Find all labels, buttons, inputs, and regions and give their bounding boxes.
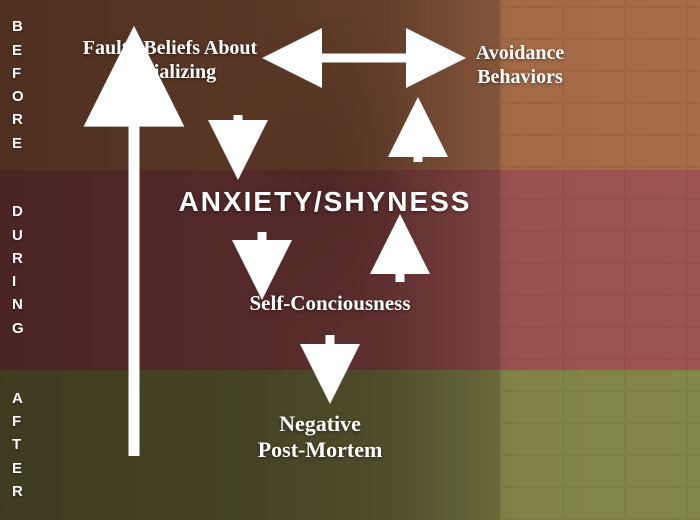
node-faulty-beliefs: Faulty Beliefs About Socializing [50,36,290,84]
phase-label-before: BEFORE [12,15,28,155]
phase-label-during: DURING [12,200,28,340]
node-avoidance: Avoidance Behaviors [430,41,610,89]
node-post-mortem: Negative Post-Mortem [190,411,450,464]
node-self-consciousness: Self-Conciousness [180,291,480,316]
phase-label-after: AFTER [12,387,27,503]
node-anxiety-shyness: ANXIETY/SHYNESS [115,186,535,218]
